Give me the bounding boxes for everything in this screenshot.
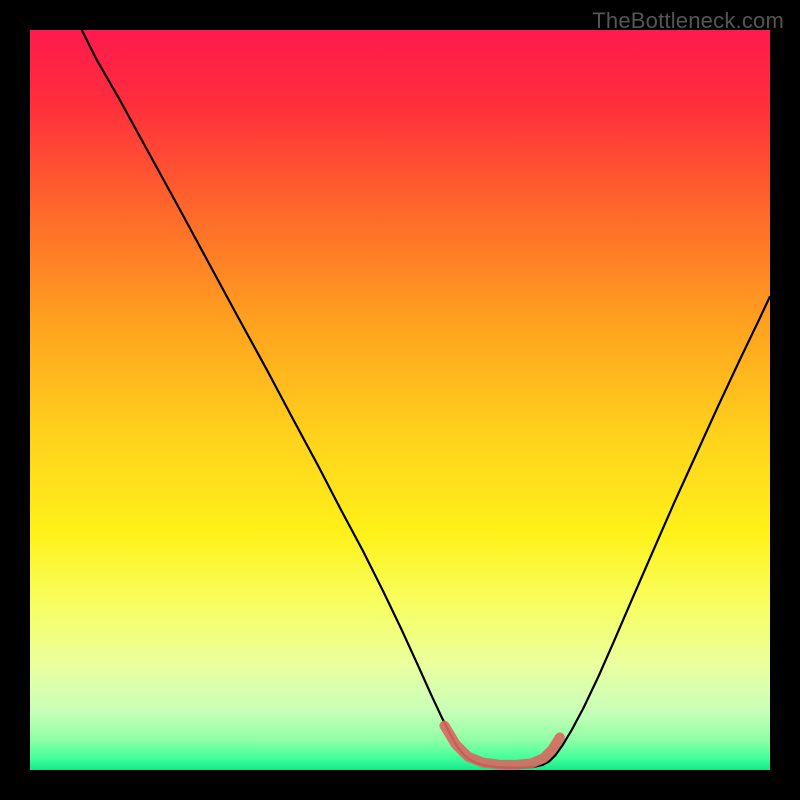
plot-area	[30, 30, 770, 770]
chart-stage: TheBottleneck.com	[0, 0, 800, 800]
watermark-label: TheBottleneck.com	[592, 8, 784, 34]
bottleneck-chart	[0, 0, 800, 800]
